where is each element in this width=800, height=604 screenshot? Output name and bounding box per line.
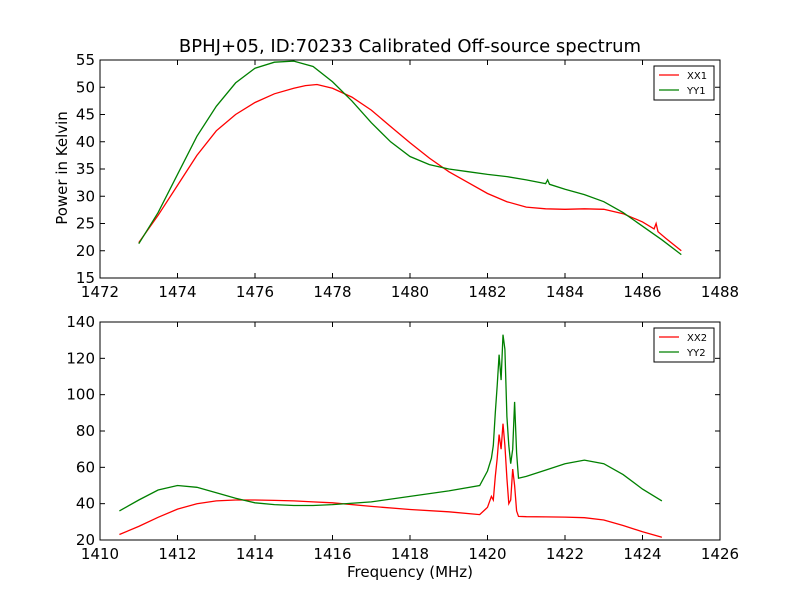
top-series-xx1-line <box>138 83 682 252</box>
top-x-tick-label: 1482 <box>468 283 506 301</box>
bottom-legend-label-yy2: YY2 <box>686 348 706 359</box>
top-panel: 1472 1474 1476 1478 1480 1482 1484 1486 1488 15 20… <box>76 51 739 301</box>
bottom-x-tick-label: 1424 <box>623 545 661 563</box>
top-x-tick-label: 1474 <box>158 283 196 301</box>
top-x-tick-label: 1486 <box>623 283 661 301</box>
top-x-tick-label: 1484 <box>546 283 584 301</box>
bottom-y-tick-label: 140 <box>66 313 95 331</box>
bottom-x-tick-label: 1412 <box>158 545 196 563</box>
bottom-y-tick-label: 120 <box>66 349 95 367</box>
bottom-y-tick-label: 20 <box>76 531 95 549</box>
bottom-axes-frame <box>99 321 721 541</box>
top-y-tick-label: 25 <box>76 215 95 233</box>
top-y-tick-label: 50 <box>76 78 95 96</box>
bottom-y-tick-label: 40 <box>76 495 95 513</box>
bottom-x-tick-label: 1422 <box>546 545 584 563</box>
bottom-legend-box <box>653 327 715 363</box>
top-legend-label-yy1: YY1 <box>686 86 706 97</box>
bottom-series-xx2-line <box>119 423 663 538</box>
top-legend-box <box>653 65 715 101</box>
bottom-series-yy2-line <box>119 334 663 512</box>
bottom-y-tick-label: 80 <box>76 422 95 440</box>
chart-title: BPHJ+05, ID:70233 Calibrated Off-source … <box>179 36 641 57</box>
y-axis-title: Power in Kelvin <box>53 111 71 225</box>
top-x-tick-label: 1472 <box>81 283 119 301</box>
bottom-x-tick-label: 1426 <box>701 545 739 563</box>
bottom-x-tick-label: 1410 <box>81 545 119 563</box>
top-x-tick-label: 1478 <box>313 283 351 301</box>
top-y-tick-label: 15 <box>76 269 95 287</box>
bottom-panel: 1410 1412 1414 1416 1418 1420 1422 1424 1426 20 40… <box>66 313 739 563</box>
bottom-x-tick-label: 1420 <box>468 545 506 563</box>
top-y-tick-label: 55 <box>76 51 95 69</box>
bottom-y-tick-label: 100 <box>66 386 95 404</box>
top-y-tick-label: 35 <box>76 160 95 178</box>
bottom-x-tick-label: 1418 <box>391 545 429 563</box>
bottom-legend-label-xx2: XX2 <box>687 333 707 344</box>
top-y-tick-label: 45 <box>76 106 95 124</box>
x-axis-title: Frequency (MHz) <box>347 563 473 581</box>
top-y-tick-label: 30 <box>76 187 95 205</box>
bottom-x-tick-label: 1416 <box>313 545 351 563</box>
top-y-tick-label: 40 <box>76 133 95 151</box>
bottom-x-tick-label: 1414 <box>236 545 274 563</box>
top-y-tick-label: 20 <box>76 242 95 260</box>
top-x-tick-label: 1476 <box>236 283 274 301</box>
top-x-tick-label: 1488 <box>701 283 739 301</box>
top-series-yy1-line <box>138 60 682 256</box>
bottom-y-tick-label: 60 <box>76 458 95 476</box>
top-axes-frame <box>99 59 721 279</box>
top-x-tick-label: 1480 <box>391 283 429 301</box>
top-legend-label-xx1: XX1 <box>687 71 707 82</box>
